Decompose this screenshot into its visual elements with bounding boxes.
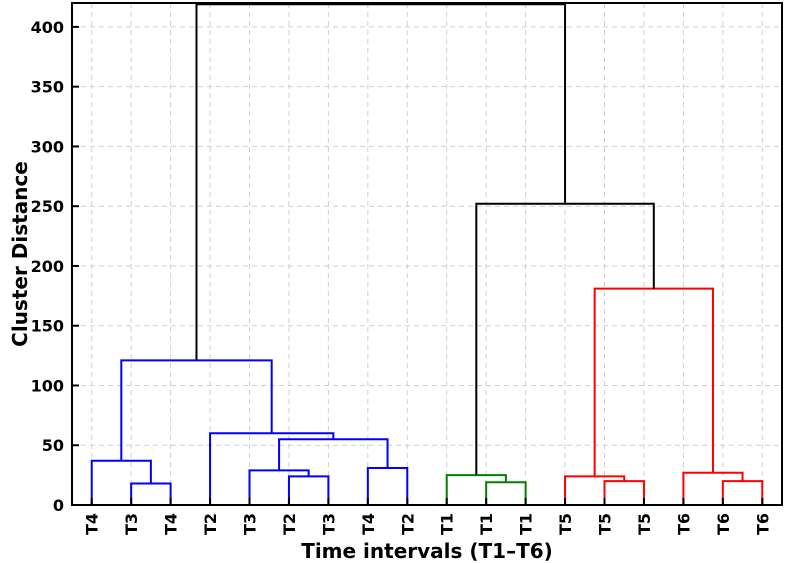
leaf-label: T2	[398, 513, 417, 535]
leaf-label: T6	[753, 513, 772, 535]
leaf-label: T1	[477, 513, 496, 535]
dendrogram-link	[485, 481, 527, 505]
leaf-label: T2	[280, 513, 299, 535]
dendrogram-link	[366, 466, 409, 505]
leaf-label: T5	[556, 513, 575, 535]
x-axis-title: Time intervals (T1–T6)	[301, 539, 553, 563]
leaf-label: T3	[319, 513, 338, 535]
y-tick-label: 50	[42, 436, 64, 455]
y-tick-label: 0	[53, 496, 64, 515]
dendrogram-link	[130, 482, 172, 505]
dendrogram-link	[721, 480, 764, 505]
dendrogram-link	[603, 480, 645, 505]
dendrogram-link	[278, 438, 389, 471]
leaf-label: T3	[122, 513, 141, 535]
x-axis-ticks: T4 T3 T4 T2 T3 T2 T3 T4 T2 T1 T1 T1 T5 T5 T5 T6 T6 T6	[83, 498, 772, 535]
dendrogram-link	[593, 287, 714, 477]
leaf-label: T6	[714, 513, 733, 535]
dendrogram-link	[195, 3, 567, 361]
y-axis-ticks: 0 50 100 150 200 250 300 350 400	[31, 18, 79, 515]
plot-frame	[71, 2, 783, 506]
leaf-label: T1	[517, 513, 536, 535]
leaf-label: T1	[438, 513, 457, 535]
dendrogram-link	[445, 474, 507, 505]
leaf-label: T5	[635, 513, 654, 535]
y-tick-label: 150	[31, 317, 64, 336]
y-tick-label: 100	[31, 376, 64, 395]
y-tick-label: 300	[31, 137, 64, 156]
leaf-label: T2	[201, 513, 220, 535]
leaf-label: T4	[83, 513, 102, 535]
dendrogram-link	[209, 432, 335, 505]
dendrogram-link	[682, 471, 744, 505]
leaf-label: T6	[674, 513, 693, 535]
dendrogram-link	[287, 475, 330, 505]
leaf-label: T4	[162, 513, 181, 535]
y-tick-label: 350	[31, 78, 64, 97]
leaf-label: T4	[359, 513, 378, 535]
y-tick-label: 250	[31, 197, 64, 216]
grid-lines	[72, 3, 782, 506]
dendrogram-links	[90, 3, 764, 505]
y-axis-title: Cluster Distance	[8, 161, 32, 347]
y-tick-label: 400	[31, 18, 64, 37]
y-tick-label: 200	[31, 257, 64, 276]
leaf-label: T3	[241, 513, 260, 535]
leaf-label: T5	[596, 513, 615, 535]
